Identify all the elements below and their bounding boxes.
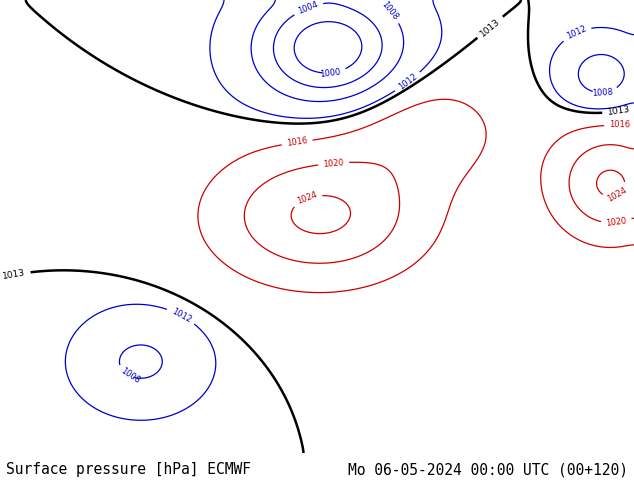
- Text: 1024: 1024: [295, 191, 318, 206]
- Text: 1000: 1000: [320, 67, 342, 78]
- Text: 1008: 1008: [592, 87, 613, 98]
- Text: 1016: 1016: [286, 136, 308, 148]
- Text: 1020: 1020: [605, 217, 628, 228]
- Text: 1013: 1013: [479, 17, 502, 38]
- Text: 1012: 1012: [170, 307, 193, 324]
- Text: 1013: 1013: [607, 105, 631, 117]
- Text: 1024: 1024: [606, 186, 629, 204]
- Text: Mo 06-05-2024 00:00 UTC (00+120): Mo 06-05-2024 00:00 UTC (00+120): [347, 462, 628, 477]
- Text: 1004: 1004: [297, 0, 320, 16]
- Text: 1020: 1020: [323, 158, 344, 169]
- Text: 1016: 1016: [609, 121, 630, 130]
- Text: 1013: 1013: [2, 269, 27, 281]
- Text: 1012: 1012: [565, 24, 588, 41]
- Text: Surface pressure [hPa] ECMWF: Surface pressure [hPa] ECMWF: [6, 462, 251, 477]
- Text: 1012: 1012: [397, 72, 419, 92]
- Text: 1008: 1008: [379, 0, 399, 22]
- Text: 1008: 1008: [119, 367, 141, 386]
